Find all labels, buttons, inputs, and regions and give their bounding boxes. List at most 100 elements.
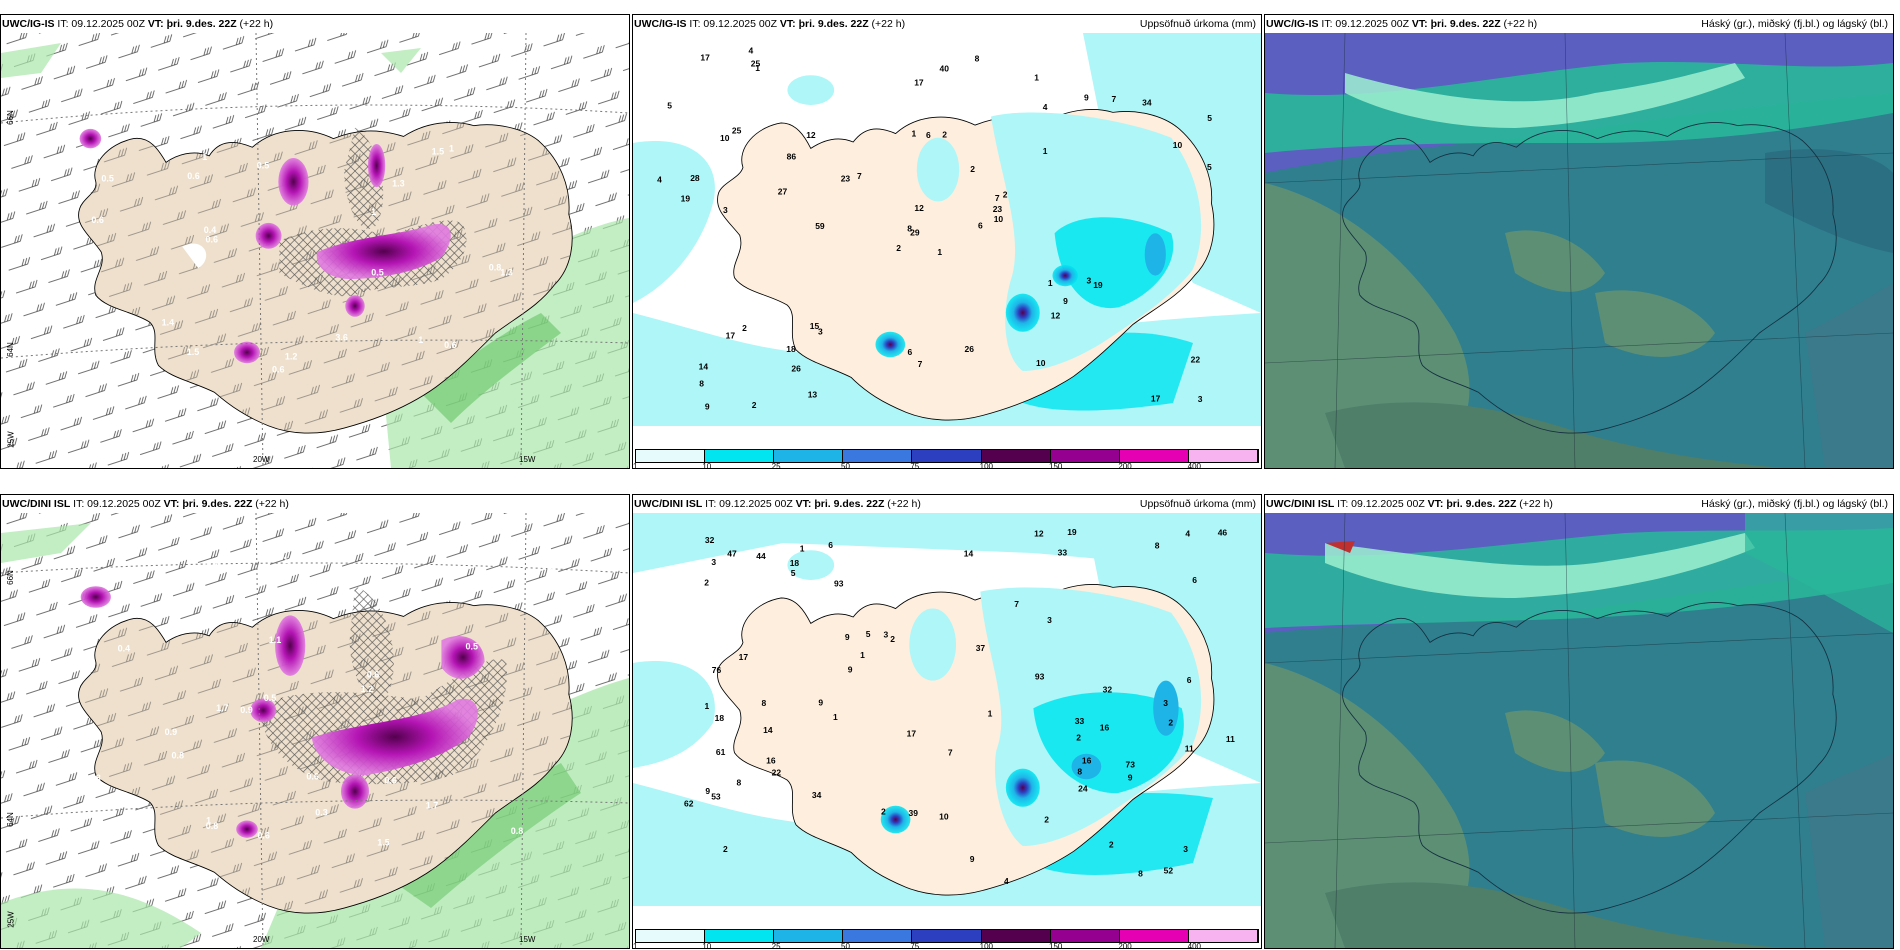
value-label: 6 [828, 540, 833, 550]
value-label: 1.3 [392, 179, 405, 189]
model-name: UWC/DINI ISL [2, 498, 71, 510]
value-label: 33 [1058, 547, 1068, 557]
value-label: 7 [1014, 599, 1019, 609]
panel-ig-overview: UWC/IG-IS IT: 09.12.2025 00Z VT: þri. 9.… [0, 14, 630, 469]
value-label: 2 [942, 130, 947, 140]
value-label: 19 [681, 193, 691, 203]
init-time: IT: 09.12.2025 00Z [705, 498, 793, 510]
value-label: 0.6 [272, 364, 285, 374]
value-label: 8 [1077, 767, 1082, 777]
legend-tick: 100 [979, 942, 994, 949]
value-label: 0.8 [206, 821, 219, 831]
precip-legend: 1 10 25 50 75 100 150 200 400 [633, 447, 1261, 469]
value-label: 0.6 [306, 772, 319, 782]
value-label: 1 [1034, 73, 1039, 83]
value-label: 34 [812, 790, 822, 800]
value-label: 16 [766, 755, 776, 765]
value-label: 6 [1192, 575, 1197, 585]
legend-tick: 150 [1049, 462, 1063, 469]
lon-label: 20W [253, 935, 270, 944]
value-label: 10 [939, 811, 949, 821]
value-label: 12 [914, 203, 924, 213]
legend-swatch [705, 930, 775, 942]
value-label: 3 [1047, 615, 1052, 625]
value-label: 2 [1076, 732, 1081, 742]
value-label: 4 [657, 175, 662, 185]
value-label: 12 [1051, 310, 1061, 320]
value-label: 29 [910, 227, 920, 237]
legend-swatch [912, 450, 982, 462]
value-label: 2 [742, 323, 747, 333]
legend-swatch [636, 930, 706, 942]
value-label: 6 [978, 220, 983, 230]
value-label: 1.2 [361, 684, 374, 694]
lead-time: (+22 h) [871, 18, 906, 30]
valid-time: þri. 9.des. 22Z [814, 498, 885, 510]
value-label: 2 [1003, 190, 1008, 200]
value-label: 17 [1151, 394, 1161, 404]
value-label: 53 [711, 792, 721, 802]
wind-precip-map[interactable]: 0.5 0.611.21.50.60.50.611.30.811.31.40.61… [1, 33, 629, 468]
panel-header: UWC/DINI ISL IT: 09.12.2025 00Z VT: þri.… [1266, 496, 1892, 512]
value-label: 1 [418, 335, 423, 345]
value-label: 1 [755, 63, 760, 73]
value-label: 18 [790, 558, 800, 568]
value-label: 0.6 [257, 831, 270, 841]
panel-dini-clouds: UWC/DINI ISL IT: 09.12.2025 00Z VT: þri.… [1264, 494, 1894, 949]
value-label: 61 [716, 747, 726, 757]
legend-swatch [843, 450, 913, 462]
precip-map[interactable]: 1102914731246133521212278266219251719158… [633, 33, 1261, 426]
value-label: 3 [884, 630, 889, 640]
value-label: 0.6 [367, 670, 380, 680]
value-label: 1 [283, 555, 288, 565]
init-time: IT: 09.12.2025 00Z [1321, 18, 1409, 30]
lead-time: (+22 h) [255, 498, 289, 510]
value-label: 1.4 [162, 317, 175, 327]
value-label: 5 [1207, 162, 1212, 172]
value-label: 6 [926, 130, 931, 140]
value-label: 15 [810, 321, 820, 331]
value-label: 9 [1128, 773, 1133, 783]
value-label: 46 [1218, 528, 1228, 538]
lon-label: 15W [519, 455, 536, 464]
panel-dini-precip: UWC/DINI ISL IT: 09.12.2025 00Z VT: þri.… [632, 494, 1262, 949]
value-label: 18 [715, 713, 725, 723]
legend-tick: 50 [841, 942, 850, 949]
value-label: 5 [667, 101, 672, 111]
value-label: 8 [907, 224, 912, 234]
lead-time: (+22 h) [887, 498, 921, 510]
value-label: 0.8 [489, 263, 502, 273]
legend-tick: 400 [1187, 462, 1202, 469]
value-label: 7 [857, 171, 862, 181]
value-label: 2 [1109, 840, 1114, 850]
field-name: Háský (gr.), miðský (fj.bl.) og lágský (… [1701, 498, 1888, 510]
panel-header: UWC/IG-IS IT: 09.12.2025 00Z VT: þri. 9.… [2, 16, 628, 32]
value-label: 7 [995, 193, 1000, 203]
valid-time: þri. 9.des. 22Z [166, 18, 237, 30]
value-label: 9 [705, 402, 710, 412]
value-label: 9 [1063, 296, 1068, 306]
init-time: IT: 09.12.2025 00Z [73, 498, 161, 510]
cloud-map[interactable] [1265, 513, 1893, 948]
value-label: 0.6 [384, 776, 397, 786]
value-label: 22 [1191, 355, 1201, 365]
value-label: 10 [720, 133, 730, 143]
value-label: 14 [964, 549, 974, 559]
value-label: 0.6 [542, 562, 555, 572]
cloud-map[interactable] [1265, 33, 1893, 468]
legend-swatch [843, 930, 913, 942]
value-label: 0.6 [132, 824, 145, 834]
value-label: 1 [800, 544, 805, 554]
legend-tick: 200 [1118, 942, 1132, 949]
model-name: UWC/DINI ISL [634, 498, 703, 510]
legend-swatch [912, 930, 982, 942]
value-label: 1.3 [500, 268, 513, 278]
value-label: 5 [866, 629, 871, 639]
value-label: 4 [1043, 102, 1048, 112]
value-label: 17 [700, 53, 710, 63]
init-time: IT: 09.12.2025 00Z [1337, 498, 1425, 510]
value-label: 24 [1078, 784, 1088, 794]
precip-map[interactable]: 2221225333942133267132246891112181618532… [633, 513, 1261, 906]
value-label: 0.6 [91, 215, 104, 225]
wind-precip-map[interactable]: 0.61.511.70.70.51.70.811.10.50.30.50.60.… [1, 513, 629, 948]
